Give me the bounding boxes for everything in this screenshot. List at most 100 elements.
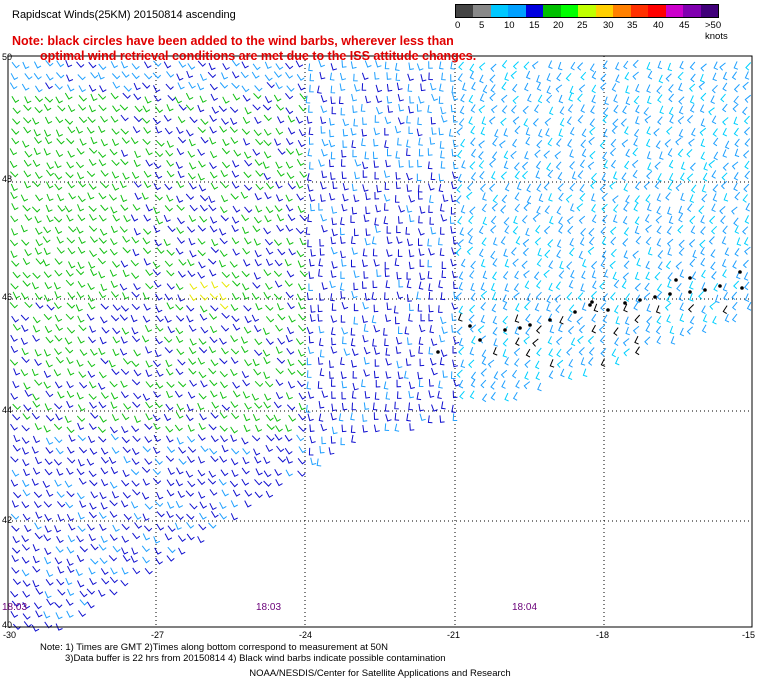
wind-barb [265, 258, 274, 266]
wind-barb [12, 414, 21, 421]
lon-label-21: -21 [447, 630, 461, 640]
wind-barb [633, 95, 640, 105]
wind-barb [458, 305, 464, 315]
wind-barb [526, 195, 532, 205]
wind-barb [230, 335, 238, 343]
wind-barb [273, 94, 282, 102]
wind-barb [298, 402, 306, 411]
wind-barb [295, 148, 303, 156]
wind-barb [219, 337, 227, 345]
wind-barb [221, 312, 230, 319]
wind-barb [623, 348, 630, 357]
wind-barb [427, 148, 433, 156]
wind-barb [600, 302, 606, 312]
wind-barb [675, 137, 682, 146]
wind-barb [131, 272, 140, 280]
wind-barb [112, 524, 120, 532]
wind-barb [64, 118, 74, 125]
wind-barb [307, 184, 314, 192]
wind-barb [579, 237, 585, 246]
wind-barb [396, 391, 402, 399]
wind-barb [321, 224, 328, 233]
wind-barb [251, 71, 260, 79]
wind-barb [440, 316, 447, 325]
wind-barb [656, 315, 662, 325]
wind-barb [452, 139, 459, 148]
wind-barb [219, 358, 228, 365]
wind-barb [478, 105, 486, 114]
wind-barb [86, 588, 95, 595]
wind-barb [24, 73, 33, 80]
wind-barb [467, 228, 474, 237]
wind-barb [265, 182, 274, 190]
wind-barb [142, 533, 151, 541]
contamination-circle [573, 310, 577, 314]
wind-barb [733, 182, 738, 192]
wind-barb [175, 315, 185, 322]
wind-barb [232, 489, 241, 497]
legend-swatch [543, 5, 561, 17]
wind-barb [701, 269, 706, 279]
wind-barb [570, 61, 576, 71]
wind-barb [702, 314, 708, 323]
wind-barb [481, 393, 488, 403]
wind-barb [396, 271, 402, 280]
wind-barb [512, 392, 518, 401]
wind-barb [385, 371, 392, 379]
wind-barb [11, 128, 20, 135]
wind-barb [274, 468, 282, 476]
wind-barb [188, 324, 197, 332]
wind-barb [86, 170, 96, 178]
wind-barb [491, 151, 498, 161]
wind-barb [285, 92, 294, 100]
wind-barb [611, 348, 617, 358]
wind-barb [98, 347, 106, 356]
wind-barb [701, 305, 706, 315]
wind-barb [622, 338, 630, 347]
wind-barb [89, 480, 98, 487]
wind-barb [221, 271, 230, 279]
wind-barb [110, 466, 119, 475]
wind-barb [656, 291, 663, 300]
wind-barb [305, 95, 311, 104]
wind-barb [54, 314, 63, 322]
wind-barb [23, 382, 31, 390]
wind-barb [376, 184, 382, 193]
wind-barb [167, 94, 176, 102]
wind-barb [536, 205, 541, 215]
wind-barb [254, 349, 263, 357]
wind-barb [133, 349, 141, 357]
wind-barb [220, 215, 229, 222]
wind-barb [165, 83, 174, 91]
wind-barb [154, 458, 163, 465]
wind-barb [478, 160, 485, 169]
wind-barb [329, 371, 335, 379]
wind-barb [602, 107, 609, 116]
wind-barb [21, 501, 30, 509]
wind-barb [468, 235, 473, 245]
wind-barb [230, 137, 239, 145]
wind-barb [383, 194, 391, 202]
wind-barb [122, 358, 132, 365]
wind-barb [566, 261, 573, 270]
wind-barb [373, 127, 380, 136]
wind-barb [275, 479, 283, 487]
wind-barb [132, 489, 141, 496]
wind-barb [153, 60, 162, 67]
wind-barb [67, 565, 75, 573]
wind-barb [122, 446, 131, 454]
wind-barb [284, 259, 292, 267]
wind-barb [500, 236, 506, 245]
wind-barb [163, 61, 172, 69]
wind-barb [621, 280, 627, 290]
wind-barb [219, 303, 229, 310]
wind-barb [166, 555, 175, 562]
wind-barb [89, 213, 97, 221]
wind-barb [536, 258, 542, 267]
wind-barb [43, 247, 51, 256]
wind-barb [397, 93, 404, 102]
wind-barb [330, 327, 336, 336]
wind-barb [253, 325, 262, 333]
wind-barb [153, 162, 162, 169]
wind-barb [656, 206, 661, 215]
